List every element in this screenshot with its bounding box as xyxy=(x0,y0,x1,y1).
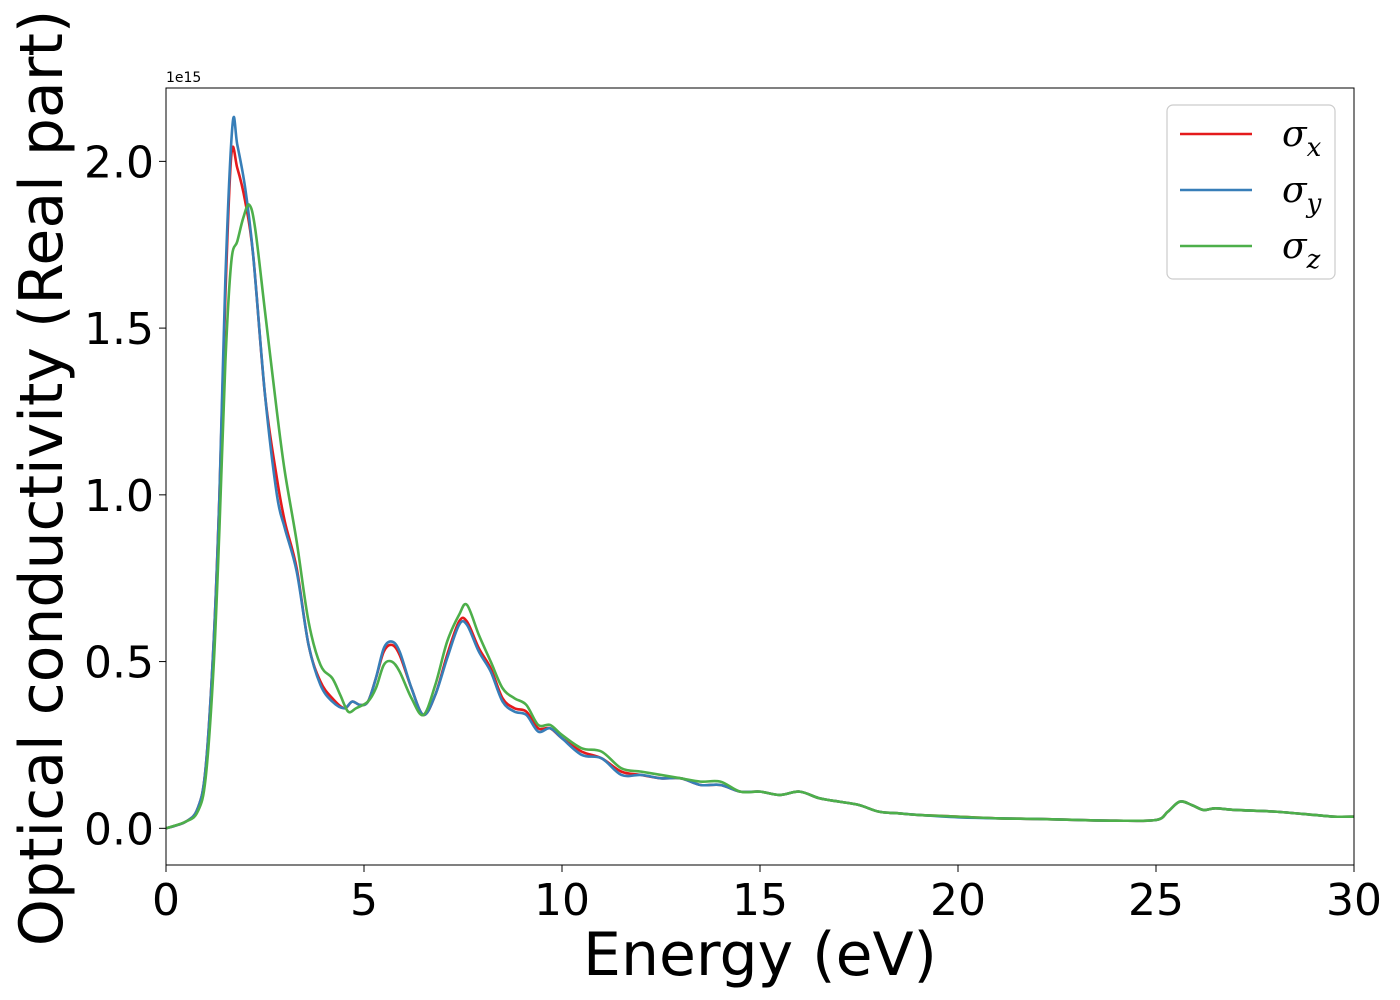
y-tick-label: 2.0 xyxy=(84,137,154,188)
y-tick-label: 0.0 xyxy=(84,804,154,855)
x-tick-label: 20 xyxy=(930,875,986,926)
legend-symbol: σ xyxy=(1282,114,1308,155)
y-offset-label: 1e15 xyxy=(166,70,201,86)
x-tick-label: 30 xyxy=(1326,875,1382,926)
y-axis: 0.0 0.5 1.0 1.5 2.0 xyxy=(84,137,166,855)
legend-symbol: σ xyxy=(1282,170,1308,211)
legend-subscript: z xyxy=(1306,245,1321,275)
y-tick-label: 1.5 xyxy=(84,304,154,355)
x-tick-label: 5 xyxy=(350,875,378,926)
x-tick-label: 25 xyxy=(1128,875,1184,926)
legend-subscript: y xyxy=(1306,189,1322,219)
series-line-z xyxy=(165,203,1355,830)
x-tick-label: 15 xyxy=(732,875,788,926)
legend-label-z: σz xyxy=(1282,226,1321,275)
legend-label-y: σy xyxy=(1282,170,1322,219)
plot-area xyxy=(166,88,1354,865)
x-axis-title: Energy (eV) xyxy=(583,920,937,990)
x-axis: 0 5 10 15 20 25 30 xyxy=(152,865,1382,926)
y-tick-label: 0.5 xyxy=(84,638,154,689)
legend-box xyxy=(1166,104,1336,280)
legend-symbol: σ xyxy=(1282,226,1308,267)
x-tick-label: 10 xyxy=(534,875,590,926)
legend-subscript: x xyxy=(1307,133,1322,163)
legend-label-x: σx xyxy=(1282,114,1322,163)
series-layer xyxy=(165,115,1355,830)
y-tick-label: 1.0 xyxy=(84,471,154,522)
x-tick-label: 0 xyxy=(152,875,180,926)
y-axis-title: Optical conductivity (Real part) xyxy=(7,10,77,947)
